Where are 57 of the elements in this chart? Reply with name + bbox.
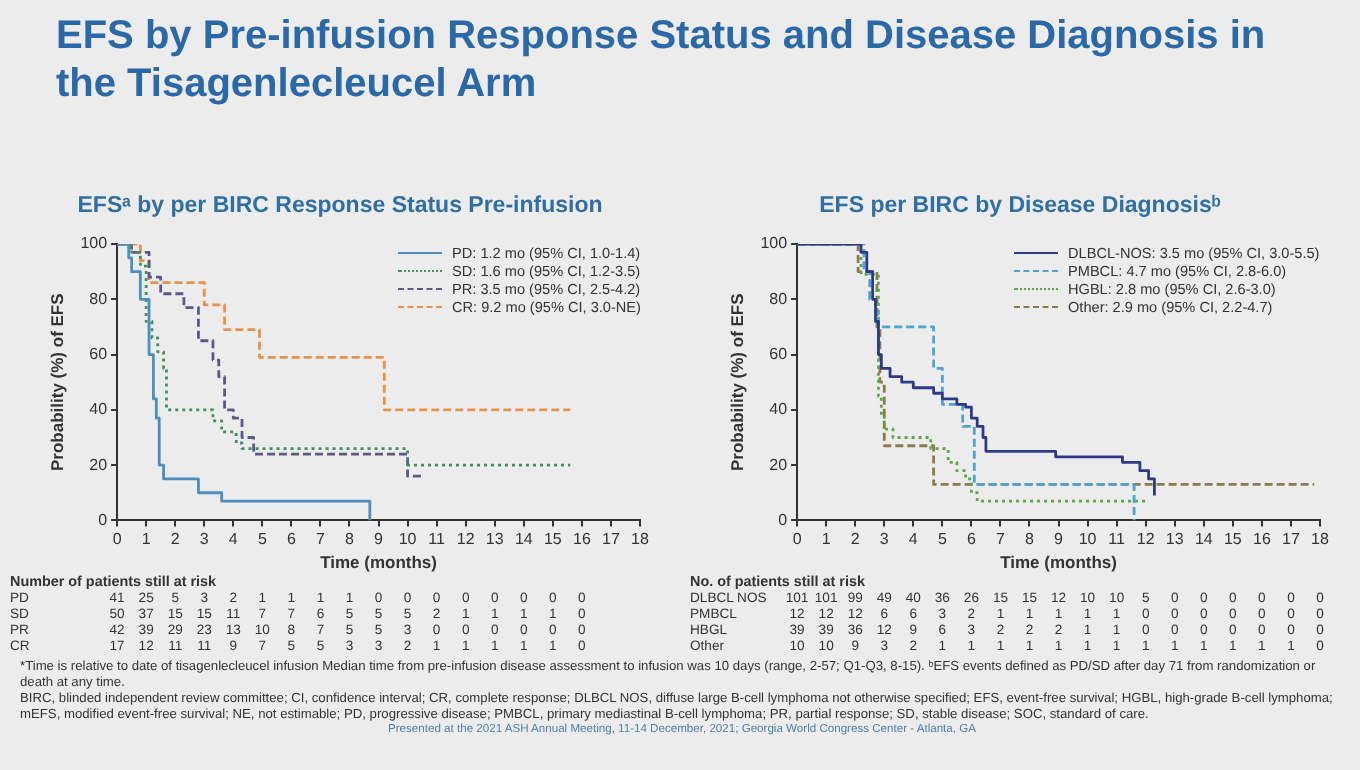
x-axis-title: Time (months) [320,552,438,573]
x-tick-label: 15 [543,530,563,549]
x-tick-label: 9 [374,530,385,549]
x-tick-label: 4 [908,530,919,549]
x-tick-label: 16 [1252,530,1272,549]
y-tick-label: 100 [80,234,109,253]
y-tick-label: 80 [89,289,109,308]
y-tick-label: 20 [769,455,789,474]
x-tick-label: 13 [1165,530,1185,549]
x-tick-label: 4 [228,530,239,549]
y-tick-label: 60 [89,344,109,363]
x-tick-label: 0 [112,530,123,549]
x-tick-label: 8 [345,530,356,549]
x-tick-label: 17 [1282,530,1301,549]
x-tick-label: 0 [792,530,803,549]
x-tick-label: 11 [1108,530,1127,549]
x-tick-label: 7 [315,530,326,549]
x-tick-label: 14 [514,530,534,549]
y-tick-label: 100 [760,234,789,253]
y-tick-label: 60 [769,344,789,363]
chart-subtitle: EFSᵃ by per BIRC Response Status Pre-infusion [75,194,605,218]
x-tick-label: 14 [1194,530,1214,549]
x-tick-label: 15 [1223,530,1243,549]
x-tick-label: 1 [141,530,152,549]
x-tick-label: 18 [1311,530,1330,549]
x-tick-label: 11 [428,530,447,549]
y-tick-label: 40 [89,400,109,419]
x-tick-label: 7 [995,530,1006,549]
x-tick-label: 12 [456,530,476,549]
y-tick-label: 80 [769,289,789,308]
y-axis-title: Probability (%) of EFS [46,292,67,471]
x-tick-label: 16 [572,530,592,549]
x-tick-label: 3 [879,530,890,549]
y-tick-label: 40 [769,400,789,419]
x-tick-label: 12 [1136,530,1156,549]
x-tick-label: 6 [286,530,297,549]
x-tick-label: 3 [199,530,210,549]
x-tick-label: 5 [257,530,268,549]
x-tick-label: 1 [821,530,832,549]
x-tick-label: 18 [631,530,650,549]
x-axis-title: Time (months) [1000,552,1118,573]
x-tick-label: 17 [602,530,621,549]
y-tick-label: 0 [778,510,789,529]
x-tick-label: 6 [966,530,977,549]
x-tick-label: 2 [170,530,181,549]
y-axis-title: Probability (%) of EFS [726,292,747,471]
y-tick-label: 20 [89,455,109,474]
chart-title: EFS per BIRC by Disease Diagnosisᵇ [817,194,1223,218]
x-tick-label: 2 [850,530,861,549]
x-tick-label: 10 [398,530,418,549]
y-tick-label: 0 [98,510,109,529]
x-tick-label: 5 [937,530,948,549]
x-tick-label: 10 [1078,530,1098,549]
x-tick-label: 9 [1054,530,1065,549]
x-tick-label: 13 [485,530,505,549]
x-tick-label: 8 [1025,530,1036,549]
chart-title: EFS by Pre-infusion Response Status and Disease Diagnosis in the Tisagenlecleucel Arm [56,12,1268,108]
